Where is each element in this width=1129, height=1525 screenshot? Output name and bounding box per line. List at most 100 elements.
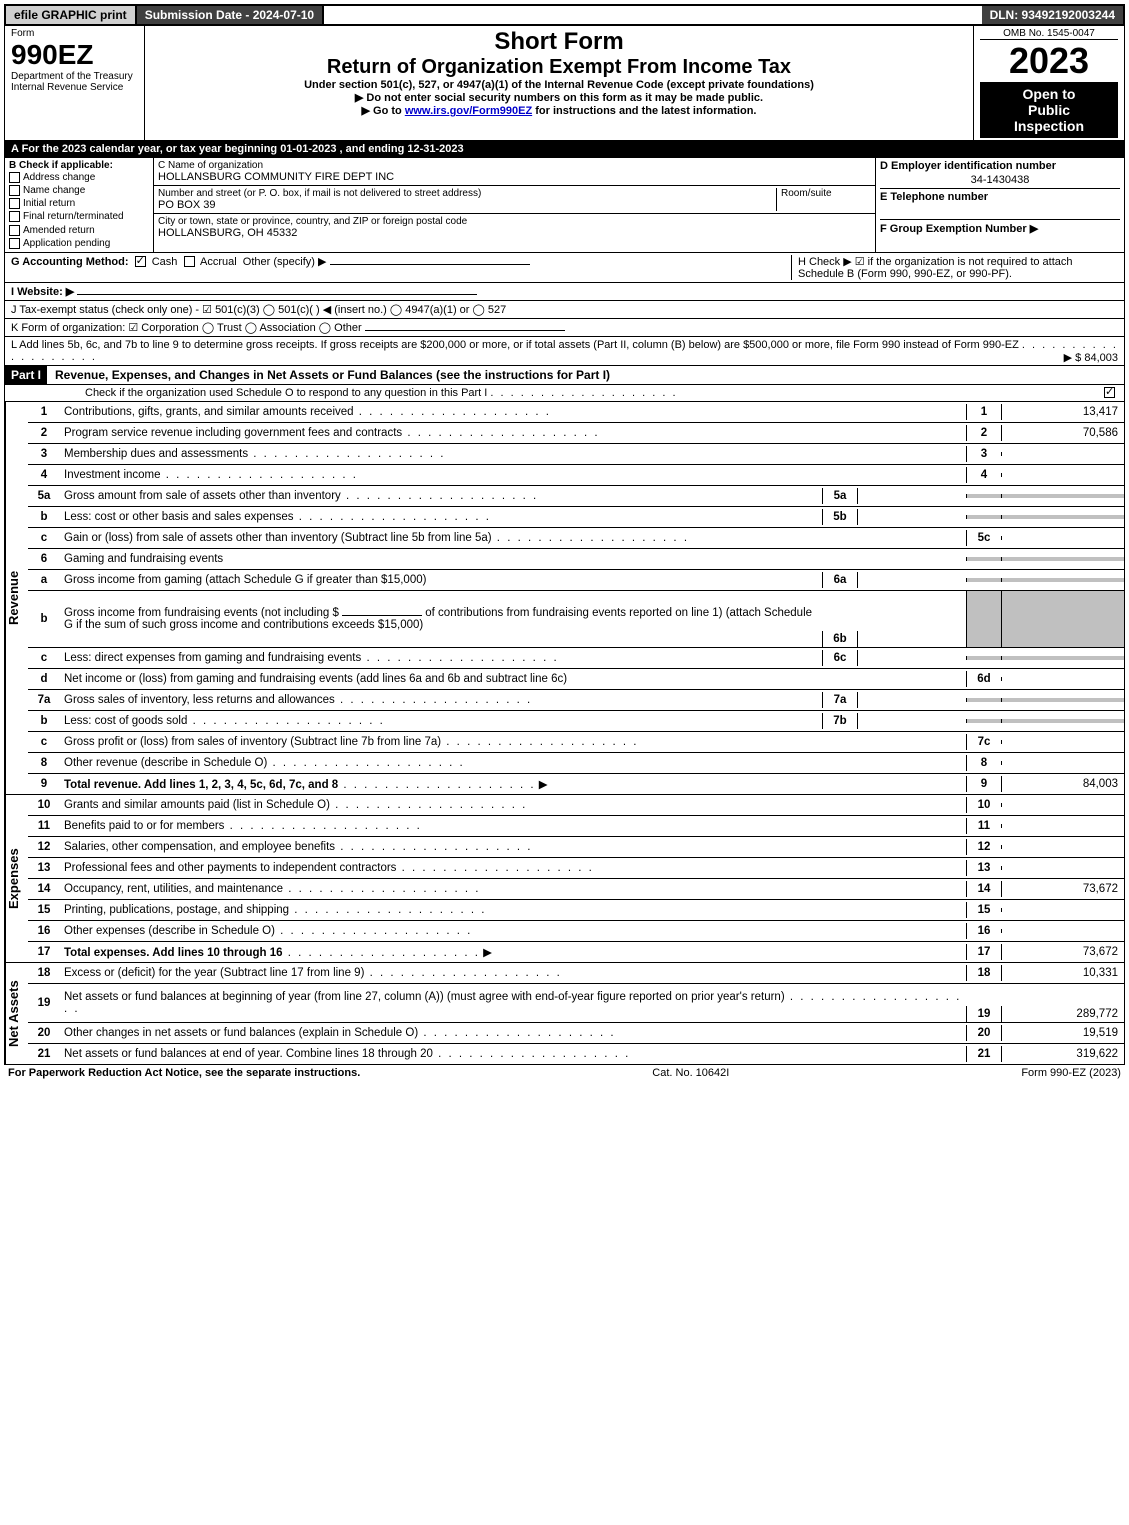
part-i-check-row: Check if the organization used Schedule …: [4, 385, 1125, 402]
line-1-text: Contributions, gifts, grants, and simila…: [64, 406, 354, 418]
line-15: 15 Printing, publications, postage, and …: [28, 900, 1124, 921]
line-15-amount: [1001, 908, 1124, 912]
expenses-section: Expenses 10 Grants and similar amounts p…: [4, 795, 1125, 963]
part-i-check-text: Check if the organization used Schedule …: [85, 387, 487, 399]
check-address-change[interactable]: Address change: [9, 171, 149, 184]
line-5a-num: 5a: [28, 488, 60, 504]
section-a-taxyear: A For the 2023 calendar year, or tax yea…: [4, 141, 1125, 158]
efile-print-button[interactable]: efile GRAPHIC print: [6, 6, 137, 24]
line-14-dots: [283, 883, 480, 895]
line-9-num: 9: [28, 776, 60, 792]
section-b-checkboxes: B Check if applicable: Address change Na…: [5, 158, 154, 252]
line-5a: 5a Gross amount from sale of assets othe…: [28, 486, 1124, 507]
top-spacer: [324, 6, 981, 24]
line-5a-rshade: [966, 494, 1001, 498]
form-of-org-row: K Form of organization: ☑ Corporation ◯ …: [4, 319, 1125, 337]
line-2-amount: 70,586: [1001, 425, 1124, 441]
line-20: 20 Other changes in net assets or fund b…: [28, 1023, 1124, 1044]
line-16-text: Other expenses (describe in Schedule O): [64, 925, 275, 937]
line-15-text: Printing, publications, postage, and shi…: [64, 904, 289, 916]
line-3-amount: [1001, 452, 1124, 456]
irs-link[interactable]: www.irs.gov/Form990EZ: [405, 105, 532, 117]
line-3-rnum: 3: [966, 446, 1001, 462]
line-19-rnum: 19: [966, 1006, 1001, 1022]
line-9-dots: [338, 779, 535, 791]
line-14-num: 14: [28, 881, 60, 897]
line-19: 19 Net assets or fund balances at beginn…: [28, 984, 1124, 1023]
line-6b-num: b: [28, 611, 60, 627]
check-initial-return[interactable]: Initial return: [9, 197, 149, 210]
line-7a-rshade: [966, 698, 1001, 702]
line-18-rnum: 18: [966, 965, 1001, 981]
section-b-title: B Check if applicable:: [9, 160, 149, 171]
line-20-text: Other changes in net assets or fund bala…: [64, 1027, 418, 1039]
room-label: Room/suite: [781, 188, 871, 199]
other-specify-field[interactable]: [330, 264, 530, 265]
line-7c: c Gross profit or (loss) from sales of i…: [28, 732, 1124, 753]
line-1-amount: 13,417: [1001, 404, 1124, 420]
line-13-rnum: 13: [966, 860, 1001, 876]
line-13-amount: [1001, 866, 1124, 870]
accrual-label: Accrual: [200, 256, 237, 268]
check-address-label: Address change: [23, 172, 95, 183]
line-6d: d Net income or (loss) from gaming and f…: [28, 669, 1124, 690]
line-16: 16 Other expenses (describe in Schedule …: [28, 921, 1124, 942]
line-15-rnum: 15: [966, 902, 1001, 918]
line-20-amount: 19,519: [1001, 1025, 1124, 1041]
street-row: Number and street (or P. O. box, if mail…: [154, 186, 875, 214]
line-2-rnum: 2: [966, 425, 1001, 441]
line-8-num: 8: [28, 755, 60, 771]
check-cash[interactable]: [135, 256, 146, 267]
website-field[interactable]: [77, 294, 477, 295]
line-7a: 7a Gross sales of inventory, less return…: [28, 690, 1124, 711]
goto-line: ▶ Go to www.irs.gov/Form990EZ for instru…: [151, 104, 967, 117]
line-9-text: Total revenue. Add lines 1, 2, 3, 4, 5c,…: [64, 779, 338, 791]
line-6a-text: Gross income from gaming (attach Schedul…: [60, 572, 822, 588]
city-label: City or town, state or province, country…: [158, 216, 871, 227]
line-21-amount: 319,622: [1001, 1046, 1124, 1062]
check-application-pending[interactable]: Application pending: [9, 237, 149, 250]
submission-date-label: Submission Date - 2024-07-10: [137, 6, 324, 24]
line-6b-text1: Gross income from fundraising events (no…: [64, 607, 339, 619]
line-6b: b Gross income from fundraising events (…: [28, 591, 1124, 648]
line-14-rnum: 14: [966, 881, 1001, 897]
line-17-num: 17: [28, 944, 60, 960]
check-accrual[interactable]: [184, 256, 195, 267]
line-7b-sublabel: 7b: [822, 713, 858, 729]
line-6a-num: a: [28, 572, 60, 588]
line-14: 14 Occupancy, rent, utilities, and maint…: [28, 879, 1124, 900]
ein-value: 34-1430438: [880, 172, 1120, 189]
cash-label: Cash: [152, 256, 178, 268]
line-6c-dots: [361, 652, 558, 664]
line-6c-num: c: [28, 650, 60, 666]
line-10-text: Grants and similar amounts paid (list in…: [64, 799, 330, 811]
line-7a-amtshade: [1001, 698, 1124, 702]
line-20-num: 20: [28, 1025, 60, 1041]
line-5b-text: Less: cost or other basis and sales expe…: [64, 511, 294, 523]
line-9-amount: 84,003: [1001, 776, 1124, 792]
irs-label: Internal Revenue Service: [11, 82, 138, 93]
line-11-rnum: 11: [966, 818, 1001, 834]
line-6a-subamt: [858, 578, 966, 582]
group-exemption-label: F Group Exemption Number ▶: [880, 220, 1120, 235]
line-5b-subamt: [858, 515, 966, 519]
line-6b-amtshade: [1001, 591, 1124, 647]
line-19-amount: 289,772: [1001, 1006, 1124, 1022]
line-6b-blank[interactable]: [342, 615, 422, 616]
line-6c-text: Less: direct expenses from gaming and fu…: [64, 652, 361, 664]
telephone-label: E Telephone number: [880, 189, 1120, 220]
line-7b-text: Less: cost of goods sold: [64, 715, 187, 727]
line-7c-amount: [1001, 740, 1124, 744]
line-6c-sublabel: 6c: [822, 650, 858, 666]
line-6d-text: Net income or (loss) from gaming and fun…: [60, 671, 966, 687]
other-org-field[interactable]: [365, 330, 565, 331]
line-6c-rshade: [966, 656, 1001, 660]
line-7a-sublabel: 7a: [822, 692, 858, 708]
part-i-schedule-o-checkbox[interactable]: [1104, 387, 1115, 398]
check-amended-return[interactable]: Amended return: [9, 224, 149, 237]
check-final-return[interactable]: Final return/terminated: [9, 210, 149, 223]
line-13: 13 Professional fees and other payments …: [28, 858, 1124, 879]
line-8-rnum: 8: [966, 755, 1001, 771]
check-name-change[interactable]: Name change: [9, 184, 149, 197]
goto-suffix: for instructions and the latest informat…: [535, 105, 756, 117]
